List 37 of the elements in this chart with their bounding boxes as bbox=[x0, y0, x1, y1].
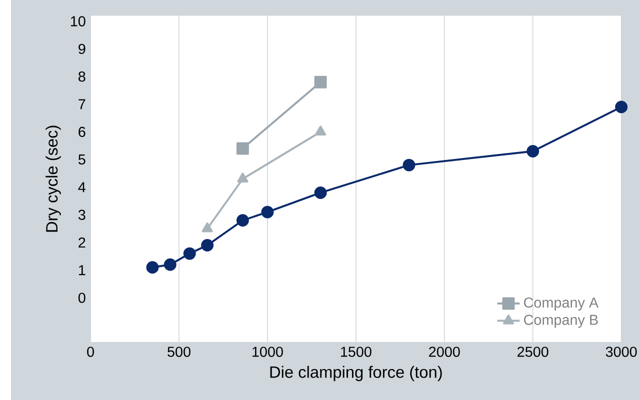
point bbox=[183, 247, 196, 260]
point bbox=[615, 100, 628, 114]
point bbox=[202, 222, 213, 232]
x-tick-label: 3000 bbox=[606, 346, 637, 357]
point bbox=[236, 214, 249, 227]
y-tick-label: 0 bbox=[78, 292, 86, 303]
y-tick-label: 4 bbox=[78, 182, 86, 192]
point bbox=[261, 206, 274, 218]
y-tick-label: 1 bbox=[78, 265, 86, 276]
y-tick-label: 3 bbox=[78, 210, 86, 220]
y-tick-label: 6 bbox=[78, 126, 86, 137]
point bbox=[237, 172, 248, 182]
y-tick-label: 2 bbox=[78, 237, 86, 248]
y-tick-label: 7 bbox=[78, 99, 86, 110]
point bbox=[236, 142, 249, 155]
y-axis-title: Dry cycle (sec) bbox=[46, 126, 61, 232]
legend-label: Company B bbox=[524, 314, 598, 328]
x-tick-label: 1500 bbox=[340, 346, 372, 357]
point bbox=[402, 158, 416, 172]
x-tick-label: 500 bbox=[168, 346, 190, 357]
y-tick-label: 5 bbox=[78, 154, 86, 165]
x-tick-label: 0 bbox=[87, 346, 94, 357]
point bbox=[314, 76, 327, 88]
x-tick-label: 2500 bbox=[518, 346, 548, 357]
point bbox=[314, 186, 327, 199]
point bbox=[201, 239, 214, 252]
legend-label: Company A bbox=[524, 297, 599, 310]
point bbox=[526, 144, 540, 158]
x-tick-label: 1000 bbox=[252, 346, 283, 357]
y-tick-label: 8 bbox=[78, 71, 86, 82]
point bbox=[315, 126, 326, 136]
x-axis-title: Die clamping force (ton) bbox=[270, 366, 442, 382]
y-tick-label: 9 bbox=[78, 44, 86, 54]
point bbox=[146, 261, 159, 274]
point bbox=[164, 258, 176, 271]
x-tick-label: 2000 bbox=[429, 346, 460, 357]
y-tick-label: 10 bbox=[70, 16, 86, 26]
